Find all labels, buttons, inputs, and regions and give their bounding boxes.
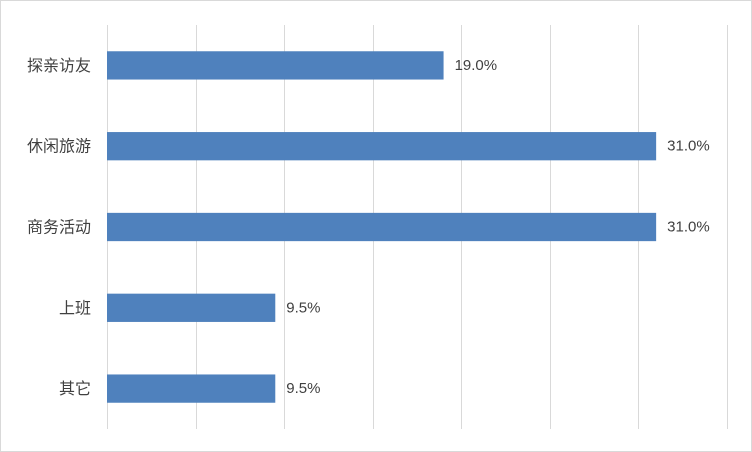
category-label: 探亲访友: [27, 56, 91, 75]
category-label: 商务活动: [27, 218, 91, 237]
data-label: 31.0%: [667, 138, 710, 155]
data-label: 9.5%: [286, 380, 320, 397]
bars: [107, 51, 657, 403]
category-label: 休闲旅游: [27, 137, 91, 156]
labels: 探亲访友 19.0% 休闲旅游 31.0% 商务活动 31.0% 上班 9.5% 其它 9.5%: [27, 56, 710, 398]
bar: [107, 212, 657, 242]
data-label: 31.0%: [667, 219, 710, 236]
bar: [107, 132, 657, 161]
data-label: 9.5%: [286, 299, 320, 316]
category-label: 其它: [59, 379, 91, 398]
category-label: 上班: [59, 298, 91, 317]
bar: [107, 374, 276, 403]
bar: [107, 293, 276, 322]
bar: [107, 51, 444, 80]
data-label: 19.0%: [455, 57, 498, 74]
